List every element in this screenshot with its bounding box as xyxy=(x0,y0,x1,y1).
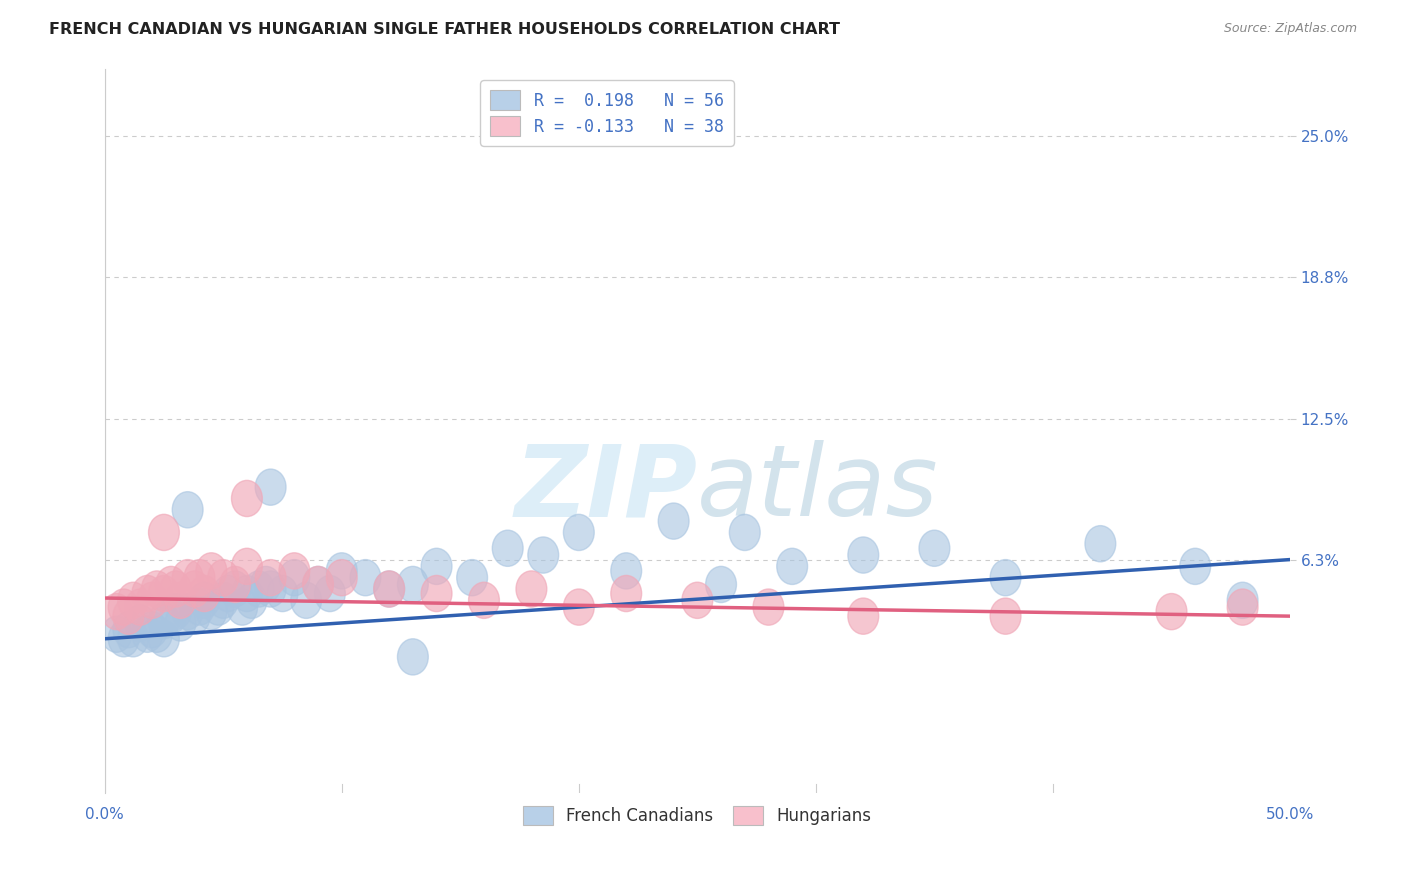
Ellipse shape xyxy=(108,621,139,657)
Ellipse shape xyxy=(173,491,202,528)
Ellipse shape xyxy=(108,589,139,625)
Ellipse shape xyxy=(527,537,558,574)
Ellipse shape xyxy=(208,559,239,596)
Ellipse shape xyxy=(232,481,263,516)
Ellipse shape xyxy=(457,559,488,596)
Ellipse shape xyxy=(232,549,263,584)
Ellipse shape xyxy=(142,571,173,607)
Ellipse shape xyxy=(1085,525,1116,562)
Ellipse shape xyxy=(226,589,257,625)
Ellipse shape xyxy=(302,566,333,603)
Ellipse shape xyxy=(173,559,202,596)
Ellipse shape xyxy=(990,598,1021,634)
Text: ZIP: ZIP xyxy=(515,440,697,537)
Ellipse shape xyxy=(658,503,689,539)
Ellipse shape xyxy=(149,515,180,550)
Ellipse shape xyxy=(195,593,226,630)
Ellipse shape xyxy=(132,575,163,612)
Ellipse shape xyxy=(208,582,239,618)
Ellipse shape xyxy=(219,566,250,603)
Text: atlas: atlas xyxy=(697,440,939,537)
Ellipse shape xyxy=(315,575,346,612)
Ellipse shape xyxy=(256,559,285,596)
Ellipse shape xyxy=(219,571,250,607)
Ellipse shape xyxy=(136,612,167,648)
Ellipse shape xyxy=(278,553,309,589)
Ellipse shape xyxy=(302,566,333,603)
Ellipse shape xyxy=(180,598,209,634)
Ellipse shape xyxy=(149,621,180,657)
Ellipse shape xyxy=(706,566,737,603)
Ellipse shape xyxy=(1227,589,1258,625)
Ellipse shape xyxy=(101,616,132,652)
Ellipse shape xyxy=(374,571,405,607)
Ellipse shape xyxy=(101,593,132,630)
Ellipse shape xyxy=(243,571,274,607)
Ellipse shape xyxy=(1227,582,1258,618)
Ellipse shape xyxy=(516,571,547,607)
Ellipse shape xyxy=(492,530,523,566)
Ellipse shape xyxy=(180,571,209,607)
Ellipse shape xyxy=(112,612,143,648)
Ellipse shape xyxy=(142,616,173,652)
Ellipse shape xyxy=(776,549,807,584)
Ellipse shape xyxy=(212,575,243,612)
Ellipse shape xyxy=(156,598,187,634)
Ellipse shape xyxy=(149,575,180,612)
Ellipse shape xyxy=(156,566,187,603)
Ellipse shape xyxy=(165,605,195,641)
Ellipse shape xyxy=(112,598,143,634)
Ellipse shape xyxy=(754,589,785,625)
Ellipse shape xyxy=(160,571,191,607)
Ellipse shape xyxy=(278,559,309,596)
Ellipse shape xyxy=(125,589,156,625)
Ellipse shape xyxy=(422,575,451,612)
Ellipse shape xyxy=(398,566,429,603)
Ellipse shape xyxy=(730,515,761,550)
Ellipse shape xyxy=(610,553,641,589)
Ellipse shape xyxy=(468,582,499,618)
Ellipse shape xyxy=(267,575,298,612)
Ellipse shape xyxy=(848,537,879,574)
Ellipse shape xyxy=(202,589,233,625)
Ellipse shape xyxy=(125,605,156,641)
Ellipse shape xyxy=(149,603,180,639)
Ellipse shape xyxy=(188,575,219,612)
Ellipse shape xyxy=(256,469,285,505)
Text: Source: ZipAtlas.com: Source: ZipAtlas.com xyxy=(1223,22,1357,36)
Ellipse shape xyxy=(326,553,357,589)
Ellipse shape xyxy=(132,616,163,652)
Ellipse shape xyxy=(256,571,285,607)
Ellipse shape xyxy=(350,559,381,596)
Ellipse shape xyxy=(118,621,149,657)
Ellipse shape xyxy=(374,571,405,607)
Ellipse shape xyxy=(236,582,267,618)
Ellipse shape xyxy=(232,575,263,612)
Ellipse shape xyxy=(422,549,451,584)
Ellipse shape xyxy=(920,530,950,566)
Ellipse shape xyxy=(326,559,357,596)
Ellipse shape xyxy=(564,515,595,550)
Ellipse shape xyxy=(610,575,641,612)
Text: FRENCH CANADIAN VS HUNGARIAN SINGLE FATHER HOUSEHOLDS CORRELATION CHART: FRENCH CANADIAN VS HUNGARIAN SINGLE FATH… xyxy=(49,22,841,37)
Ellipse shape xyxy=(195,553,226,589)
Ellipse shape xyxy=(848,598,879,634)
Ellipse shape xyxy=(398,639,429,675)
Ellipse shape xyxy=(564,589,595,625)
Ellipse shape xyxy=(136,582,167,618)
Ellipse shape xyxy=(291,582,322,618)
Legend: French Canadians, Hungarians: French Canadians, Hungarians xyxy=(513,796,882,835)
Ellipse shape xyxy=(250,566,281,603)
Ellipse shape xyxy=(184,559,215,596)
Ellipse shape xyxy=(184,589,215,625)
Ellipse shape xyxy=(173,593,202,630)
Ellipse shape xyxy=(990,559,1021,596)
Ellipse shape xyxy=(188,582,219,618)
Ellipse shape xyxy=(118,582,149,618)
Ellipse shape xyxy=(1180,549,1211,584)
Ellipse shape xyxy=(1156,593,1187,630)
Ellipse shape xyxy=(160,593,191,630)
Ellipse shape xyxy=(682,582,713,618)
Ellipse shape xyxy=(165,582,195,618)
